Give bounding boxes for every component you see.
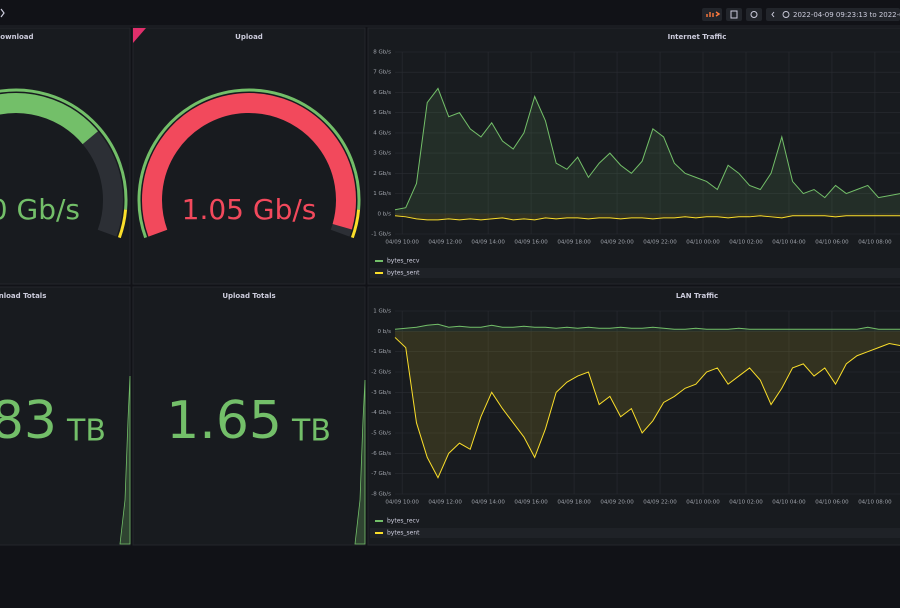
x-tick-label: 04/09 22:00 xyxy=(643,240,677,246)
stat-value: 83 xyxy=(0,391,57,451)
x-tick-label: 04/09 16:00 xyxy=(514,240,548,246)
x-tick-label: 04/09 18:00 xyxy=(557,500,591,506)
y-tick-label: 5 Gb/s xyxy=(373,110,391,116)
sparkline xyxy=(119,375,131,545)
legend-label[interactable]: bytes_recv xyxy=(387,518,420,525)
series-line xyxy=(394,87,900,211)
x-tick-label: 04/09 12:00 xyxy=(428,500,462,506)
legend-label[interactable]: bytes_recv xyxy=(387,258,420,265)
y-tick-label: 7 Gb/s xyxy=(373,70,391,76)
series-line xyxy=(394,323,900,330)
legend-label[interactable]: bytes_sent xyxy=(387,530,420,537)
gauge-threshold xyxy=(137,88,361,239)
y-tick-label: -7 Gb/s xyxy=(371,471,391,477)
legend-label[interactable]: bytes_sent xyxy=(387,270,420,277)
x-tick-label: 04/09 20:00 xyxy=(600,500,634,506)
y-tick-label: -4 Gb/s xyxy=(371,410,391,416)
y-tick-label: -5 Gb/s xyxy=(371,431,391,437)
y-tick-label: 6 Gb/s xyxy=(373,90,391,96)
internet-panel xyxy=(367,27,900,285)
gauge-threshold xyxy=(0,88,128,210)
settings-icon xyxy=(750,11,758,18)
gauge-threshold xyxy=(117,209,128,239)
x-tick-label: 04/10 06:00 xyxy=(815,240,849,246)
gauge-threshold xyxy=(350,209,361,239)
panel-title: Upload xyxy=(235,33,263,41)
stat-value: 1.65 xyxy=(166,391,282,451)
x-tick-label: 04/10 02:00 xyxy=(729,500,763,506)
upload-totals-panel xyxy=(132,286,366,546)
panel-title: LAN Traffic xyxy=(676,292,718,300)
panel-alert-corner[interactable] xyxy=(133,28,146,43)
x-tick-label: 04/09 14:00 xyxy=(471,500,505,506)
x-tick-label: 04/09 12:00 xyxy=(428,240,462,246)
x-tick-label: 04/10 08:00 xyxy=(858,240,892,246)
y-tick-label: 1 Gb/s xyxy=(373,191,391,197)
x-tick-label: 04/09 14:00 xyxy=(471,240,505,246)
settings-button[interactable] xyxy=(746,8,762,21)
x-tick-label: 04/09 10:00 xyxy=(385,240,419,246)
x-tick-label: 04/10 02:00 xyxy=(729,240,763,246)
save-button[interactable] xyxy=(726,8,742,21)
y-tick-label: -8 Gb/s xyxy=(371,492,391,498)
y-tick-label: -1 Gb/s xyxy=(371,232,391,238)
area xyxy=(395,331,900,478)
add-panel-icon xyxy=(706,11,721,17)
y-tick-label: -2 Gb/s xyxy=(371,370,391,376)
download-totals-panel xyxy=(0,286,131,546)
stat-unit: TB xyxy=(291,414,331,449)
x-tick-label: 04/09 16:00 xyxy=(514,500,548,506)
x-tick-label: 04/09 22:00 xyxy=(643,500,677,506)
panel-title: Download xyxy=(0,33,34,41)
gauge-value: 1.05 Gb/s xyxy=(182,193,317,226)
legend-row xyxy=(370,528,900,538)
y-tick-label: 3 Gb/s xyxy=(373,151,391,157)
y-tick-label: 1 Gb/s xyxy=(373,309,391,315)
x-tick-label: 04/10 00:00 xyxy=(686,500,720,506)
x-tick-label: 04/10 06:00 xyxy=(815,500,849,506)
series-line xyxy=(394,337,900,479)
area xyxy=(395,88,900,214)
time-picker[interactable] xyxy=(766,8,900,21)
add-panel-button[interactable] xyxy=(702,8,722,21)
y-tick-label: 0 b/s xyxy=(378,329,392,335)
panel-title: Upload Totals xyxy=(222,292,275,300)
y-tick-label: -1 Gb/s xyxy=(371,349,391,355)
y-tick-label: -3 Gb/s xyxy=(371,390,391,396)
y-tick-label: 2 Gb/s xyxy=(373,171,391,177)
gauges xyxy=(0,88,361,239)
top-bar xyxy=(0,0,900,26)
x-tick-label: 04/10 08:00 xyxy=(858,500,892,506)
panel-title: Internet Traffic xyxy=(668,33,727,41)
area xyxy=(395,213,900,220)
back-icon[interactable] xyxy=(0,8,5,18)
series-line xyxy=(394,215,900,221)
gauge-fill xyxy=(142,93,356,237)
clock-icon xyxy=(782,11,790,18)
x-tick-label: 04/10 04:00 xyxy=(772,500,806,506)
shift-back-icon[interactable] xyxy=(771,11,775,18)
x-tick-label: 04/09 18:00 xyxy=(557,240,591,246)
x-tick-label: 04/09 10:00 xyxy=(385,500,419,506)
panel-title: Download Totals xyxy=(0,292,46,300)
gauge-fill xyxy=(0,93,98,145)
time-range[interactable]: 2022-04-09 09:23:13 to 2022-04-10 xyxy=(793,11,900,19)
x-tick-label: 04/10 00:00 xyxy=(686,240,720,246)
x-tick-label: 04/09 20:00 xyxy=(600,240,634,246)
y-tick-label: 8 Gb/s xyxy=(373,50,391,56)
legend-row xyxy=(370,268,900,278)
x-tick-label: 04/10 04:00 xyxy=(772,240,806,246)
y-tick-label: -6 Gb/s xyxy=(371,451,391,457)
save-icon xyxy=(730,10,738,19)
y-tick-label: 4 Gb/s xyxy=(373,130,391,136)
lan-panel xyxy=(367,286,900,546)
stat-unit: TB xyxy=(66,414,106,449)
y-tick-label: 0 b/s xyxy=(378,211,392,217)
gauge-value: 0 Gb/s xyxy=(0,193,80,226)
sparkline xyxy=(354,379,366,545)
